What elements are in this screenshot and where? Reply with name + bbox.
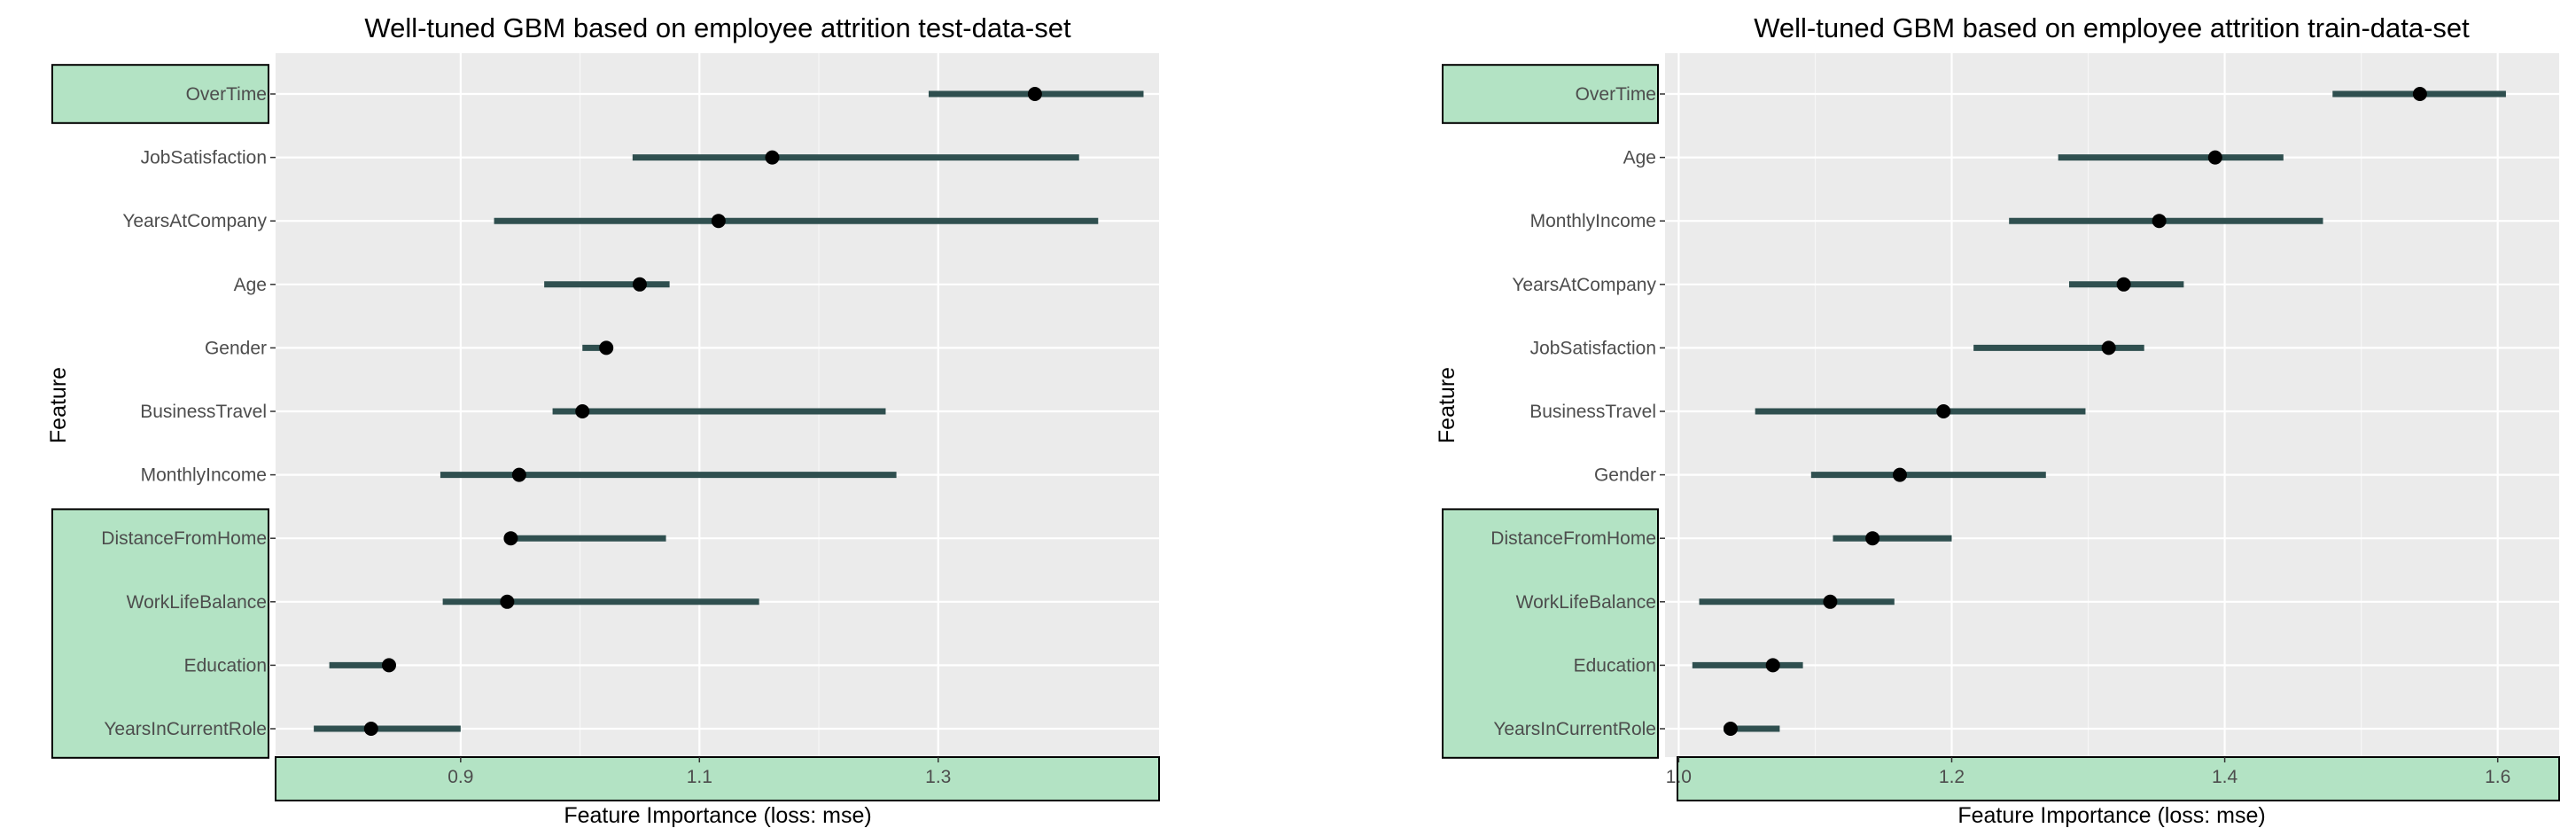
feature-label: WorkLifeBalance <box>1516 592 1656 613</box>
x-axis-highlight-box <box>275 756 1160 801</box>
importance-point <box>1865 531 1880 546</box>
importance-point <box>2207 150 2222 165</box>
feature-label: Age <box>1623 148 1656 168</box>
x-tick-label: 0.9 <box>447 767 473 787</box>
feature-label: DistanceFromHome <box>101 528 267 549</box>
importance-point <box>2101 340 2116 355</box>
importance-point <box>1823 594 1838 609</box>
feature-label: YearsAtCompany <box>1512 275 1656 295</box>
importance-point <box>2152 214 2167 229</box>
feature-label: MonthlyIncome <box>1530 211 1656 231</box>
feature-label: MonthlyIncome <box>141 465 267 486</box>
importance-point <box>632 277 647 292</box>
feature-label: YearsInCurrentRole <box>1493 719 1656 739</box>
importance-point <box>363 722 378 736</box>
importance-point <box>1765 658 1780 673</box>
x-tick-label: 1.2 <box>1939 767 1965 787</box>
feature-label: Education <box>1574 655 1656 676</box>
y-axis-title: Feature <box>1435 367 1459 443</box>
feature-label: Age <box>234 275 267 295</box>
feature-label: YearsInCurrentRole <box>104 719 267 739</box>
importance-point <box>575 404 590 418</box>
x-tick-label: 1.3 <box>925 767 951 787</box>
importance-point <box>1892 467 1907 482</box>
plot-panel <box>276 53 1159 757</box>
importance-point <box>1027 87 1042 101</box>
importance-point <box>381 658 396 673</box>
feature-label: Gender <box>205 338 267 358</box>
feature-label: JobSatisfaction <box>1530 338 1656 358</box>
feature-label: BusinessTravel <box>140 402 267 422</box>
y-axis-title: Feature <box>46 367 71 443</box>
x-tick-label: 1.4 <box>2212 767 2238 787</box>
chart-title: Well-tuned GBM based on employee attriti… <box>364 12 1071 43</box>
chart-title: Well-tuned GBM based on employee attriti… <box>1754 12 2470 43</box>
x-axis-highlight-box <box>1677 756 2560 801</box>
x-tick-label: 1.0 <box>1666 767 1692 787</box>
importance-point <box>765 150 780 165</box>
chart-panel-2: Well-tuned GBM based on employee attriti… <box>1435 12 2560 828</box>
importance-point <box>1723 722 1738 736</box>
feature-highlight-box <box>51 64 269 124</box>
importance-point <box>503 531 518 546</box>
feature-label: DistanceFromHome <box>1490 528 1656 549</box>
feature-label: YearsAtCompany <box>122 211 267 231</box>
feature-label: BusinessTravel <box>1529 402 1656 422</box>
feature-label: OverTime <box>186 84 267 105</box>
feature-label: OverTime <box>1576 84 1656 105</box>
importance-point <box>599 340 614 355</box>
feature-label: JobSatisfaction <box>141 148 267 168</box>
feature-label: Gender <box>1594 465 1656 486</box>
feature-label: WorkLifeBalance <box>127 592 267 613</box>
feature-highlight-box <box>1442 64 1659 124</box>
importance-point <box>1936 404 1951 418</box>
importance-point <box>500 594 515 609</box>
importance-point <box>511 467 526 482</box>
importance-point <box>2412 87 2427 101</box>
feature-label: Education <box>184 655 267 676</box>
x-tick-label: 1.1 <box>687 767 712 787</box>
chart-panel-1: Well-tuned GBM based on employee attriti… <box>46 12 1160 828</box>
plot-panel <box>1665 53 2559 757</box>
x-axis-title: Feature Importance (loss: mse) <box>1957 803 2265 828</box>
importance-point <box>711 214 726 229</box>
importance-point <box>2116 277 2131 292</box>
feature-highlight-box <box>51 508 269 759</box>
feature-highlight-box <box>1442 508 1659 759</box>
x-tick-label: 1.6 <box>2485 767 2510 787</box>
x-axis-title: Feature Importance (loss: mse) <box>564 803 871 828</box>
